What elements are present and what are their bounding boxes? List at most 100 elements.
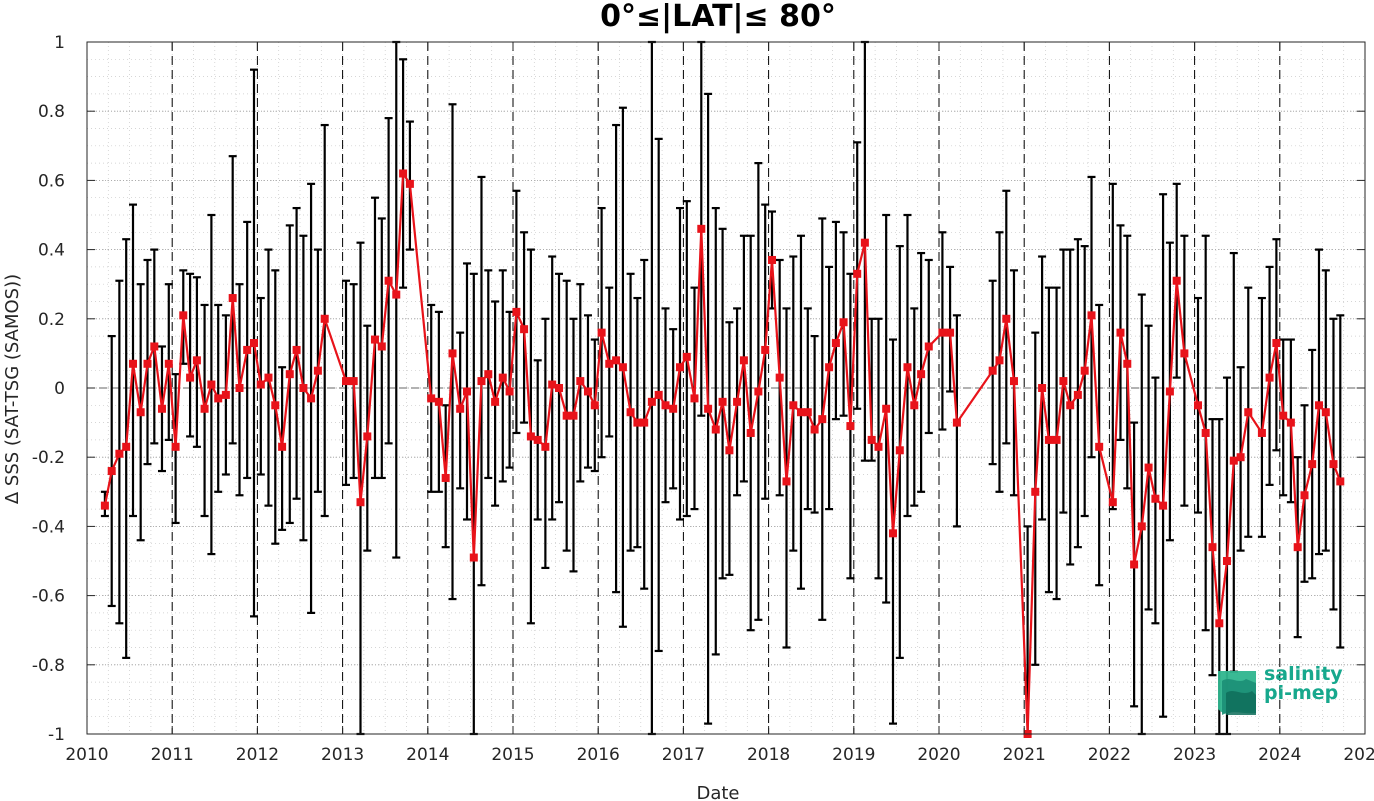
x-tick-label: 2025	[1343, 745, 1374, 765]
x-tick-label: 2017	[662, 745, 705, 765]
data-point	[1308, 460, 1317, 469]
data-point	[405, 179, 414, 188]
data-point	[882, 404, 891, 413]
data-point	[370, 335, 379, 344]
data-point	[697, 224, 706, 233]
data-point	[399, 169, 408, 178]
data-point	[782, 477, 791, 486]
data-point	[612, 356, 621, 365]
data-point	[264, 373, 273, 382]
data-point	[477, 377, 486, 386]
error-bar	[825, 265, 834, 511]
data-point	[249, 339, 258, 348]
data-point	[739, 356, 748, 365]
data-point	[647, 397, 656, 406]
data-point	[214, 394, 223, 403]
data-point	[1336, 477, 1345, 486]
data-point	[150, 342, 159, 351]
data-point	[1159, 501, 1168, 510]
data-point	[1009, 377, 1018, 386]
data-point	[768, 255, 777, 264]
error-bar	[1108, 182, 1117, 511]
data-point	[256, 380, 265, 389]
x-tick-label: 2011	[151, 745, 194, 765]
data-point	[1201, 428, 1210, 437]
y-tick-label: 0.4	[38, 241, 65, 261]
data-point	[597, 328, 606, 337]
logo-wave-icon	[1218, 671, 1256, 715]
data-point	[746, 428, 755, 437]
y-tick-label: 0.8	[38, 102, 65, 122]
data-point	[107, 467, 116, 476]
data-point	[498, 373, 507, 382]
data-point	[654, 390, 663, 399]
data-point	[1300, 491, 1309, 500]
data-point	[946, 328, 955, 337]
x-tick-label: 2010	[65, 745, 108, 765]
data-point	[1293, 543, 1302, 552]
data-point	[1123, 359, 1132, 368]
data-point	[207, 380, 216, 389]
data-point	[533, 435, 542, 444]
data-point	[157, 404, 166, 413]
data-point	[1279, 411, 1288, 420]
y-tick-label: 0.6	[38, 171, 65, 191]
data-point	[576, 377, 585, 386]
data-point	[1151, 494, 1160, 503]
data-point	[910, 401, 919, 410]
data-point	[285, 370, 294, 379]
data-point	[839, 318, 848, 327]
data-point	[278, 442, 287, 451]
data-point	[867, 435, 876, 444]
data-point	[171, 442, 180, 451]
data-point	[271, 401, 280, 410]
data-point	[192, 356, 201, 365]
data-point	[448, 349, 457, 358]
data-point	[1208, 543, 1217, 552]
data-point	[682, 352, 691, 361]
data-point	[924, 342, 933, 351]
data-point	[583, 387, 592, 396]
data-point	[164, 359, 173, 368]
data-point	[669, 404, 678, 413]
data-point	[995, 356, 1004, 365]
data-point	[803, 408, 812, 417]
data-point	[605, 359, 614, 368]
data-point	[895, 446, 904, 455]
data-point	[179, 311, 188, 320]
data-point	[512, 307, 521, 316]
data-point	[243, 345, 252, 354]
data-point	[874, 442, 883, 451]
data-point	[469, 553, 478, 562]
x-tick-label: 2012	[236, 745, 279, 765]
data-point	[590, 401, 599, 410]
data-point	[1137, 522, 1146, 531]
x-tick-label: 2019	[832, 745, 875, 765]
data-point	[1172, 276, 1181, 285]
y-tick-label: -0.8	[32, 656, 65, 676]
error-bar	[1180, 234, 1189, 507]
data-point	[1272, 339, 1281, 348]
data-point	[307, 394, 316, 403]
data-point	[292, 345, 301, 354]
data-point	[1244, 408, 1253, 417]
data-point	[1236, 453, 1245, 462]
data-point	[377, 342, 386, 351]
data-point	[988, 366, 997, 375]
data-point	[1116, 328, 1125, 337]
data-point	[952, 418, 961, 427]
y-tick-label: 0.2	[38, 310, 65, 330]
data-point	[675, 363, 684, 372]
data-point	[640, 418, 649, 427]
data-point	[200, 404, 209, 413]
data-point	[1329, 460, 1338, 469]
data-point	[136, 408, 145, 417]
y-tick-labels: 1 0.8 0.6 0.4 0.2 0 -0.2 -0.4 -0.6 -0.8 -1	[32, 33, 65, 745]
data-point	[491, 397, 500, 406]
data-point	[1052, 435, 1061, 444]
data-point	[1265, 373, 1274, 382]
data-point	[938, 328, 947, 337]
data-point	[520, 325, 529, 334]
salinity-pi-mep-logo	[1218, 671, 1256, 715]
